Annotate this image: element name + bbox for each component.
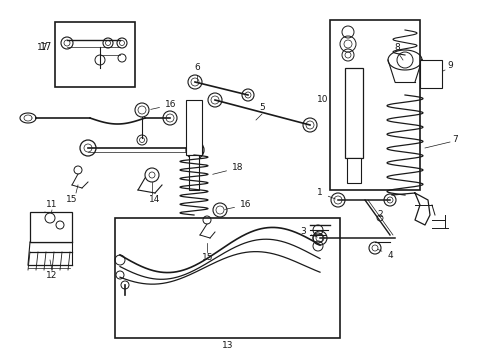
Bar: [115, 218, 339, 338]
Text: 11: 11: [46, 201, 58, 210]
Bar: [419, 60, 441, 88]
Text: 5: 5: [259, 104, 264, 112]
Text: 7: 7: [451, 135, 457, 144]
Text: 4: 4: [377, 249, 392, 260]
Text: 3: 3: [300, 228, 317, 237]
Text: 1: 1: [317, 189, 335, 199]
Bar: [30, 212, 72, 242]
Text: 14: 14: [149, 195, 161, 204]
Text: 9: 9: [446, 60, 452, 69]
Bar: [185, 100, 202, 155]
Bar: [55, 22, 135, 87]
Text: 2: 2: [376, 211, 382, 220]
Bar: [329, 20, 419, 190]
Text: 8: 8: [393, 44, 399, 53]
Bar: [189, 155, 199, 190]
Text: 6: 6: [194, 63, 200, 72]
Text: 12: 12: [46, 270, 58, 279]
Text: 17: 17: [40, 42, 52, 52]
Text: 17: 17: [37, 42, 49, 51]
Text: 13: 13: [222, 341, 233, 350]
Text: 16: 16: [150, 100, 176, 109]
Text: 10: 10: [317, 95, 328, 104]
Bar: [346, 158, 360, 183]
Text: 15: 15: [66, 195, 78, 204]
Text: 15: 15: [202, 253, 213, 262]
Text: 16: 16: [224, 201, 251, 210]
Bar: [345, 68, 362, 158]
Text: 18: 18: [212, 163, 243, 174]
